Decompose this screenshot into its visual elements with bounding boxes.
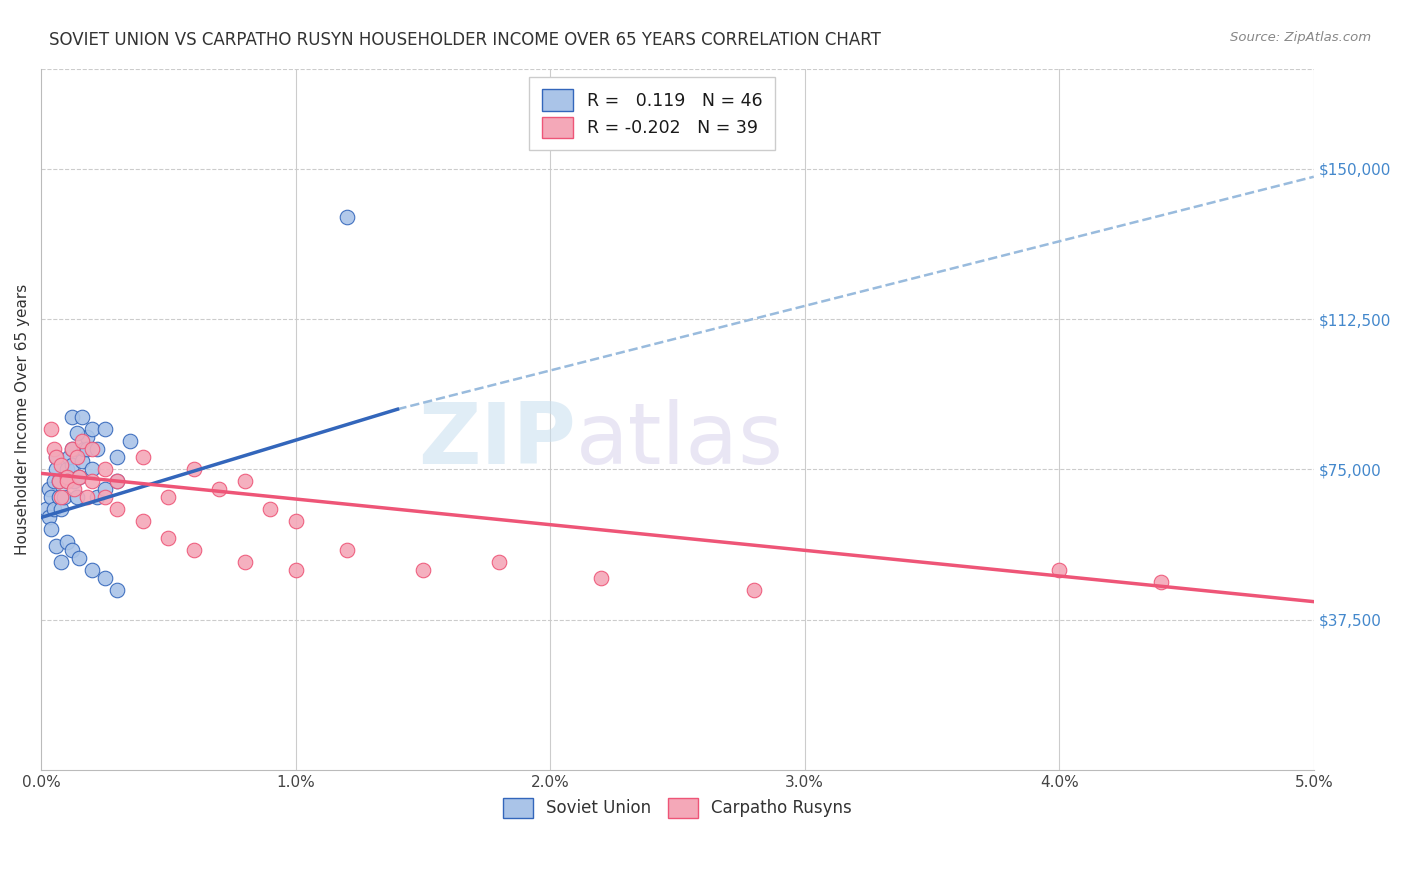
Point <box>60 458 83 473</box>
Point <box>86 442 108 457</box>
Point <box>67 470 90 484</box>
Point <box>107 582 129 597</box>
Point <box>208 483 231 497</box>
Text: Source: ZipAtlas.com: Source: ZipAtlas.com <box>1230 31 1371 45</box>
Point <box>66 426 89 441</box>
Point <box>55 475 77 489</box>
Point <box>39 491 62 505</box>
Point <box>76 442 98 457</box>
Text: SOVIET UNION VS CARPATHO RUSYN HOUSEHOLDER INCOME OVER 65 YEARS CORRELATION CHAR: SOVIET UNION VS CARPATHO RUSYN HOUSEHOLD… <box>49 31 882 49</box>
Point <box>132 515 155 529</box>
Point <box>38 510 60 524</box>
Point <box>42 475 65 489</box>
Point <box>93 462 115 476</box>
Point <box>63 475 86 489</box>
Point <box>233 475 256 489</box>
Y-axis label: Householder Income Over 65 years: Householder Income Over 65 years <box>15 284 30 555</box>
Point <box>93 483 115 497</box>
Point <box>60 542 83 557</box>
Text: ZIP: ZIP <box>418 399 575 482</box>
Point <box>183 542 205 557</box>
Point <box>55 470 77 484</box>
Point <box>80 462 103 476</box>
Point <box>63 483 86 497</box>
Point <box>107 450 129 465</box>
Point <box>80 563 103 577</box>
Point <box>51 555 73 569</box>
Point <box>45 462 67 476</box>
Point <box>120 434 142 449</box>
Point <box>76 430 98 444</box>
Point <box>58 450 80 465</box>
Text: atlas: atlas <box>575 399 783 482</box>
Point <box>51 458 73 473</box>
Point <box>70 434 93 449</box>
Point <box>93 422 115 436</box>
Point <box>35 502 58 516</box>
Legend: Soviet Union, Carpatho Rusyns: Soviet Union, Carpatho Rusyns <box>496 791 859 825</box>
Point <box>157 491 180 505</box>
Point <box>1150 574 1173 589</box>
Point <box>66 491 89 505</box>
Point <box>60 442 83 457</box>
Point <box>45 450 67 465</box>
Point <box>80 442 103 457</box>
Point <box>67 470 90 484</box>
Point <box>335 542 357 557</box>
Point <box>107 502 129 516</box>
Point <box>335 210 357 224</box>
Point <box>55 475 77 489</box>
Point <box>284 515 307 529</box>
Point <box>39 523 62 537</box>
Point <box>93 571 115 585</box>
Point <box>42 502 65 516</box>
Point <box>80 422 103 436</box>
Point <box>107 475 129 489</box>
Point <box>51 491 73 505</box>
Point <box>80 475 103 489</box>
Point <box>742 582 765 597</box>
Point <box>233 555 256 569</box>
Point <box>107 475 129 489</box>
Point <box>412 563 434 577</box>
Point <box>70 410 93 425</box>
Point <box>157 531 180 545</box>
Point <box>67 550 90 565</box>
Point <box>45 450 67 465</box>
Point <box>42 442 65 457</box>
Point <box>488 555 510 569</box>
Point <box>53 491 76 505</box>
Point <box>93 491 115 505</box>
Point <box>38 483 60 497</box>
Point <box>45 539 67 553</box>
Point <box>66 450 89 465</box>
Point <box>55 462 77 476</box>
Point <box>48 491 70 505</box>
Point <box>60 410 83 425</box>
Point <box>60 442 83 457</box>
Point <box>48 475 70 489</box>
Point <box>48 475 70 489</box>
Point <box>1047 563 1070 577</box>
Point <box>39 422 62 436</box>
Point <box>284 563 307 577</box>
Point <box>55 534 77 549</box>
Point <box>591 571 613 585</box>
Point <box>70 454 93 468</box>
Point <box>73 442 96 457</box>
Point <box>86 491 108 505</box>
Point <box>183 462 205 476</box>
Point <box>51 502 73 516</box>
Point <box>259 502 281 516</box>
Point <box>132 450 155 465</box>
Point <box>76 491 98 505</box>
